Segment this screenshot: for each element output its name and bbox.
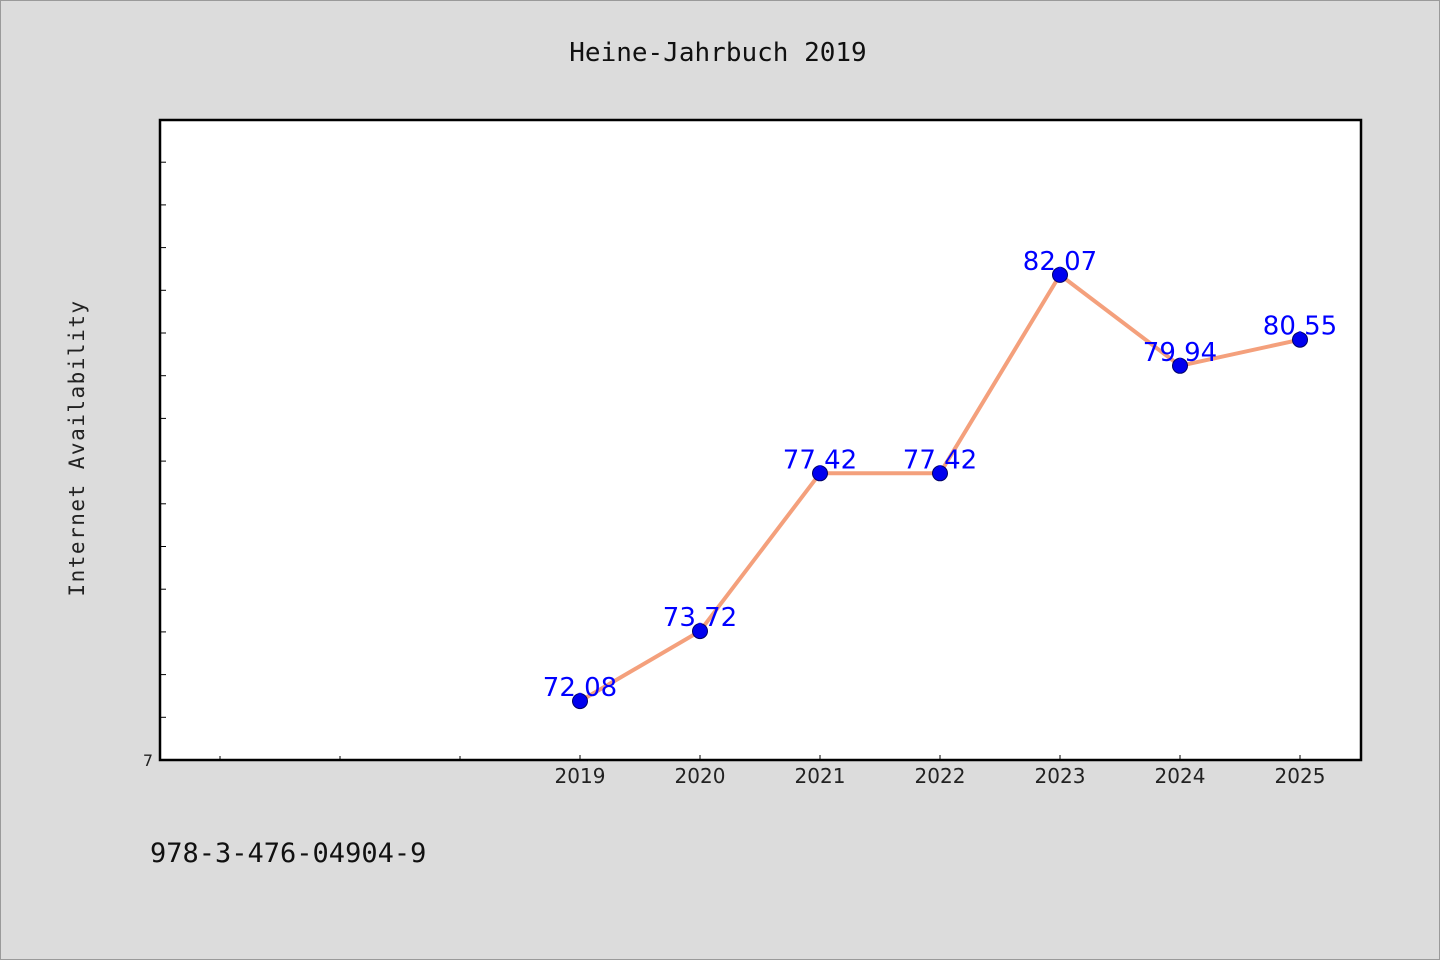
data-labels: 72.08 73.72 77.42 77.42 82.07 79.94 80.55 bbox=[543, 247, 1337, 703]
x-tick-label: 2020 bbox=[675, 764, 726, 788]
data-point bbox=[1292, 331, 1308, 348]
x-tick-label: 2023 bbox=[1035, 764, 1086, 788]
data-point bbox=[572, 693, 588, 710]
data-point bbox=[932, 465, 948, 482]
axis-ticks bbox=[160, 161, 461, 760]
data-point bbox=[1172, 357, 1188, 374]
data-point bbox=[692, 623, 708, 640]
data-label: 73.72 bbox=[663, 603, 737, 633]
data-point bbox=[1052, 266, 1068, 283]
data-label: 72.08 bbox=[543, 673, 617, 703]
data-label: 82.07 bbox=[1023, 247, 1097, 277]
data-label: 77.42 bbox=[783, 445, 857, 475]
footer-isbn: 978-3-476-04904-9 bbox=[150, 838, 426, 869]
data-point bbox=[812, 465, 828, 482]
x-tick-label: 2024 bbox=[1155, 764, 1206, 788]
x-tick-label: 2019 bbox=[555, 764, 606, 788]
series-line-group bbox=[572, 266, 1308, 710]
y-axis-ticks: 7 bbox=[143, 751, 153, 770]
data-label: 77.42 bbox=[903, 445, 977, 475]
data-label: 79.94 bbox=[1143, 338, 1217, 368]
plot-area bbox=[158, 118, 1363, 762]
chart-title: Heine-Jahrbuch 2019 bbox=[569, 38, 866, 68]
x-tick-label: 2022 bbox=[915, 764, 966, 788]
y-tick-label: 7 bbox=[143, 751, 153, 770]
y-axis-label: Internet Availability bbox=[65, 299, 89, 596]
x-axis-ticks: 2019 2020 2021 2022 2023 2024 2025 bbox=[555, 755, 1326, 788]
x-tick-label: 2021 bbox=[795, 764, 846, 788]
data-label: 80.55 bbox=[1263, 312, 1337, 342]
x-tick-label: 2025 bbox=[1275, 764, 1326, 788]
